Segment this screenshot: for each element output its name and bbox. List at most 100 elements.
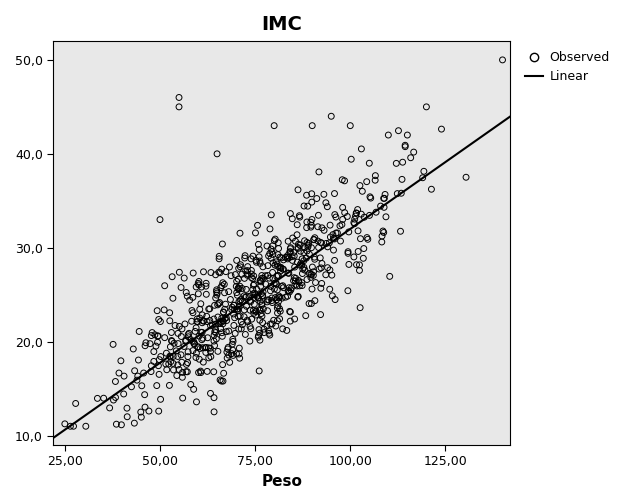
Point xyxy=(190,327,200,335)
Point xyxy=(214,253,224,261)
Point xyxy=(181,360,191,368)
Point xyxy=(284,269,294,277)
Point xyxy=(228,346,238,354)
Point xyxy=(272,260,282,268)
Point xyxy=(176,351,186,359)
Point xyxy=(259,325,269,333)
Point xyxy=(155,395,165,403)
Point xyxy=(195,344,205,352)
Point xyxy=(211,320,221,328)
Point xyxy=(201,290,211,298)
Point xyxy=(273,272,283,280)
Point xyxy=(269,121,279,130)
Point xyxy=(152,382,162,390)
Point xyxy=(111,420,121,428)
Point xyxy=(286,286,296,294)
Point xyxy=(325,285,335,293)
Point xyxy=(380,191,390,199)
Point xyxy=(262,322,272,330)
Point xyxy=(206,322,216,330)
Point xyxy=(212,150,222,158)
Point xyxy=(255,277,265,285)
Point xyxy=(294,282,304,290)
Point xyxy=(272,309,282,317)
Point xyxy=(297,279,307,287)
Point xyxy=(264,274,274,282)
Point xyxy=(352,209,362,217)
Point xyxy=(250,291,260,299)
Point xyxy=(194,281,204,289)
Point xyxy=(330,235,340,243)
Point xyxy=(174,268,184,276)
Point xyxy=(241,285,251,293)
Point xyxy=(196,367,206,375)
Point xyxy=(253,332,264,340)
Point xyxy=(201,282,211,290)
Point xyxy=(188,293,198,301)
Point xyxy=(183,333,193,341)
Point xyxy=(252,258,262,266)
Point xyxy=(199,268,209,276)
Point xyxy=(256,282,266,290)
Point xyxy=(285,307,295,316)
Point xyxy=(194,332,204,340)
Point xyxy=(319,191,329,199)
Point xyxy=(149,348,159,356)
Point xyxy=(232,291,242,299)
Point xyxy=(60,420,70,428)
Point xyxy=(291,280,301,288)
Point xyxy=(294,276,304,284)
Point xyxy=(189,340,199,348)
Point xyxy=(289,315,299,323)
Point xyxy=(186,381,196,389)
Point xyxy=(265,320,276,328)
Point xyxy=(255,306,265,314)
Point xyxy=(284,254,294,262)
Point xyxy=(232,305,242,313)
Point xyxy=(421,103,431,111)
Point xyxy=(176,283,186,291)
Point xyxy=(325,239,335,247)
Point xyxy=(276,307,286,315)
Point xyxy=(282,253,292,261)
Point xyxy=(274,305,284,313)
Point xyxy=(197,328,207,336)
Point xyxy=(299,243,309,251)
Point xyxy=(365,193,375,201)
Point xyxy=(136,413,147,421)
Point xyxy=(299,237,309,245)
Point xyxy=(239,312,249,321)
Point xyxy=(248,275,258,283)
Point xyxy=(278,265,288,273)
Point xyxy=(498,56,508,64)
Point xyxy=(214,268,224,276)
Point xyxy=(119,372,129,380)
Point xyxy=(338,204,348,212)
Point xyxy=(201,343,211,351)
Point xyxy=(328,234,338,242)
Point xyxy=(331,213,341,221)
Point xyxy=(230,329,240,337)
Point xyxy=(233,264,243,272)
Point xyxy=(338,215,348,223)
Point xyxy=(355,235,365,243)
Point xyxy=(209,342,220,350)
Point xyxy=(215,269,225,277)
Point xyxy=(379,228,389,236)
Point xyxy=(343,249,353,258)
Point xyxy=(284,288,294,296)
Point xyxy=(258,274,268,282)
Point xyxy=(242,293,252,301)
Point xyxy=(195,314,205,322)
Point xyxy=(313,237,323,245)
Point xyxy=(228,351,238,359)
Point xyxy=(343,247,353,256)
Point xyxy=(247,315,257,323)
Point xyxy=(208,321,218,329)
Point xyxy=(218,308,228,316)
Point xyxy=(153,332,163,340)
Point xyxy=(144,407,154,415)
Point xyxy=(343,228,353,236)
Point xyxy=(183,353,193,361)
Point xyxy=(211,286,221,294)
